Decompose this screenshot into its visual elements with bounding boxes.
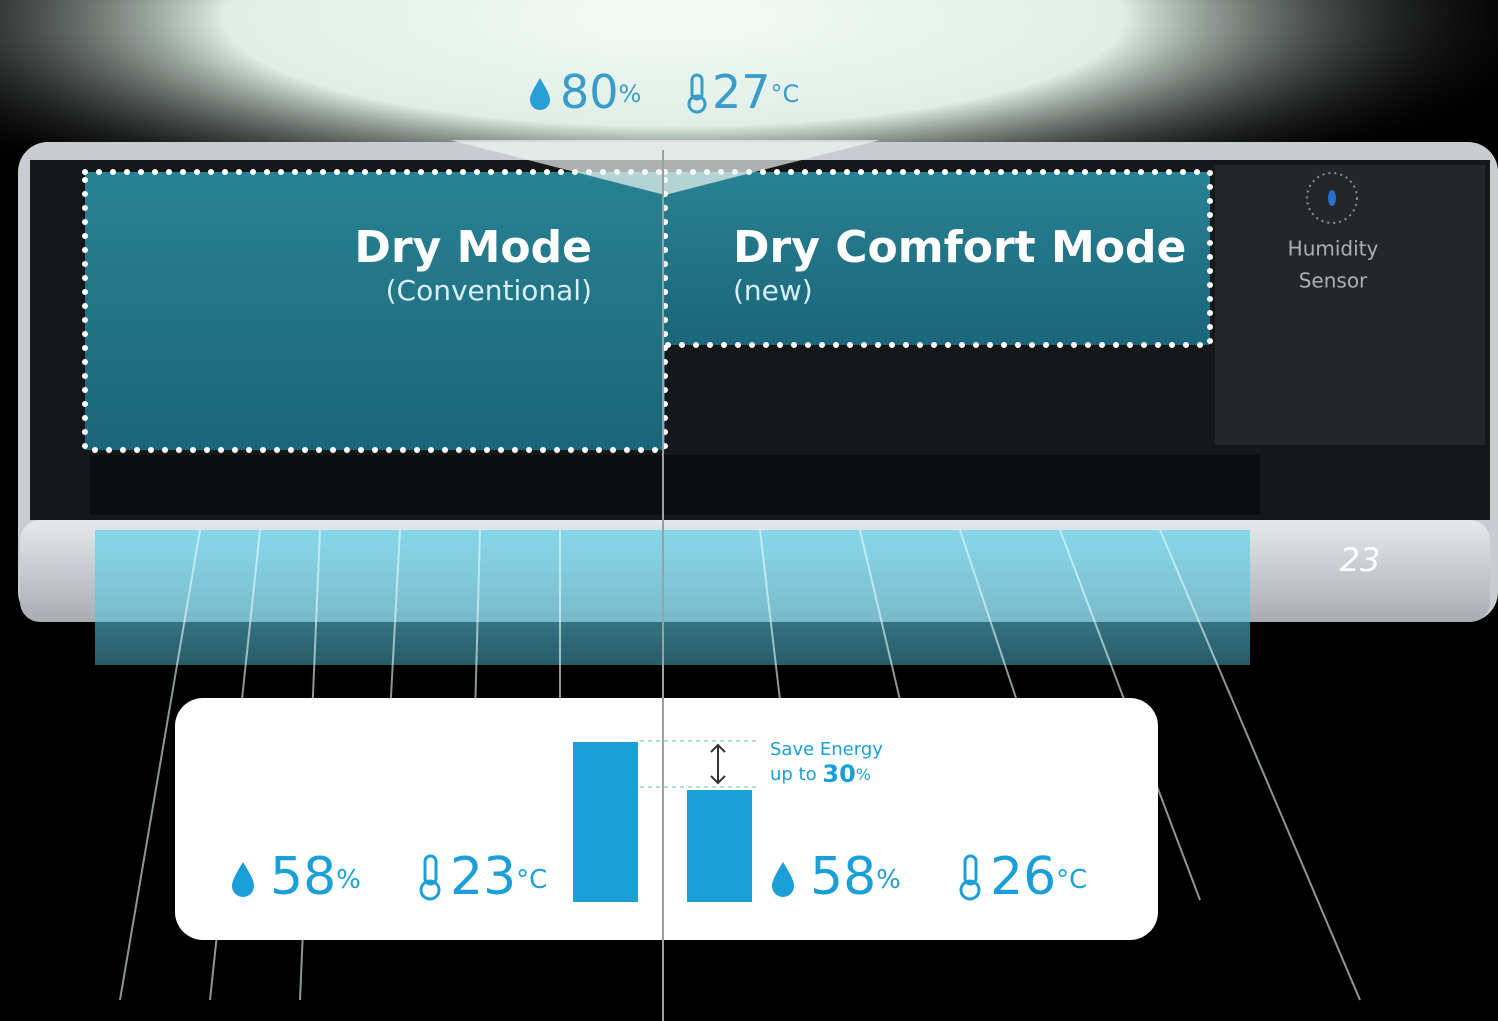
mode-title: Dry Mode	[354, 222, 592, 273]
vent	[90, 455, 1260, 515]
text: up to	[770, 764, 817, 785]
airflow	[95, 530, 1250, 665]
value: 27	[712, 65, 771, 119]
mode-title: Dry Comfort Mode	[733, 222, 1186, 273]
unit: °C	[771, 80, 800, 108]
mode-subtitle: (new)	[733, 274, 813, 307]
value: 23	[450, 847, 516, 907]
unit: %	[876, 865, 901, 895]
sensor-label: Humidity	[1288, 237, 1379, 261]
unit: °C	[1056, 865, 1087, 895]
unit: %	[619, 80, 642, 108]
unit: %	[856, 765, 871, 784]
value: 58	[270, 847, 336, 907]
value: 80	[560, 65, 619, 119]
page: 80% 27°C Dry Mode (Conventional) Dry Com…	[0, 0, 1498, 1021]
unit: %	[336, 865, 361, 895]
sensor-dot	[1328, 190, 1336, 206]
infographic: 80% 27°C Dry Mode (Conventional) Dry Com…	[0, 0, 1498, 1021]
value: 58	[810, 847, 876, 907]
energy-note: Save Energy	[770, 739, 883, 760]
ac-display: 23	[1340, 541, 1381, 579]
energy-bar	[573, 742, 638, 902]
value: 26	[990, 847, 1056, 907]
energy-bar	[687, 790, 752, 902]
percent: 30	[822, 760, 855, 788]
unit: °C	[516, 865, 547, 895]
mode-subtitle: (Conventional)	[386, 274, 592, 307]
sensor-area	[1215, 165, 1485, 445]
dry-mode-zone	[85, 172, 665, 450]
sensor-label: Sensor	[1299, 269, 1368, 293]
